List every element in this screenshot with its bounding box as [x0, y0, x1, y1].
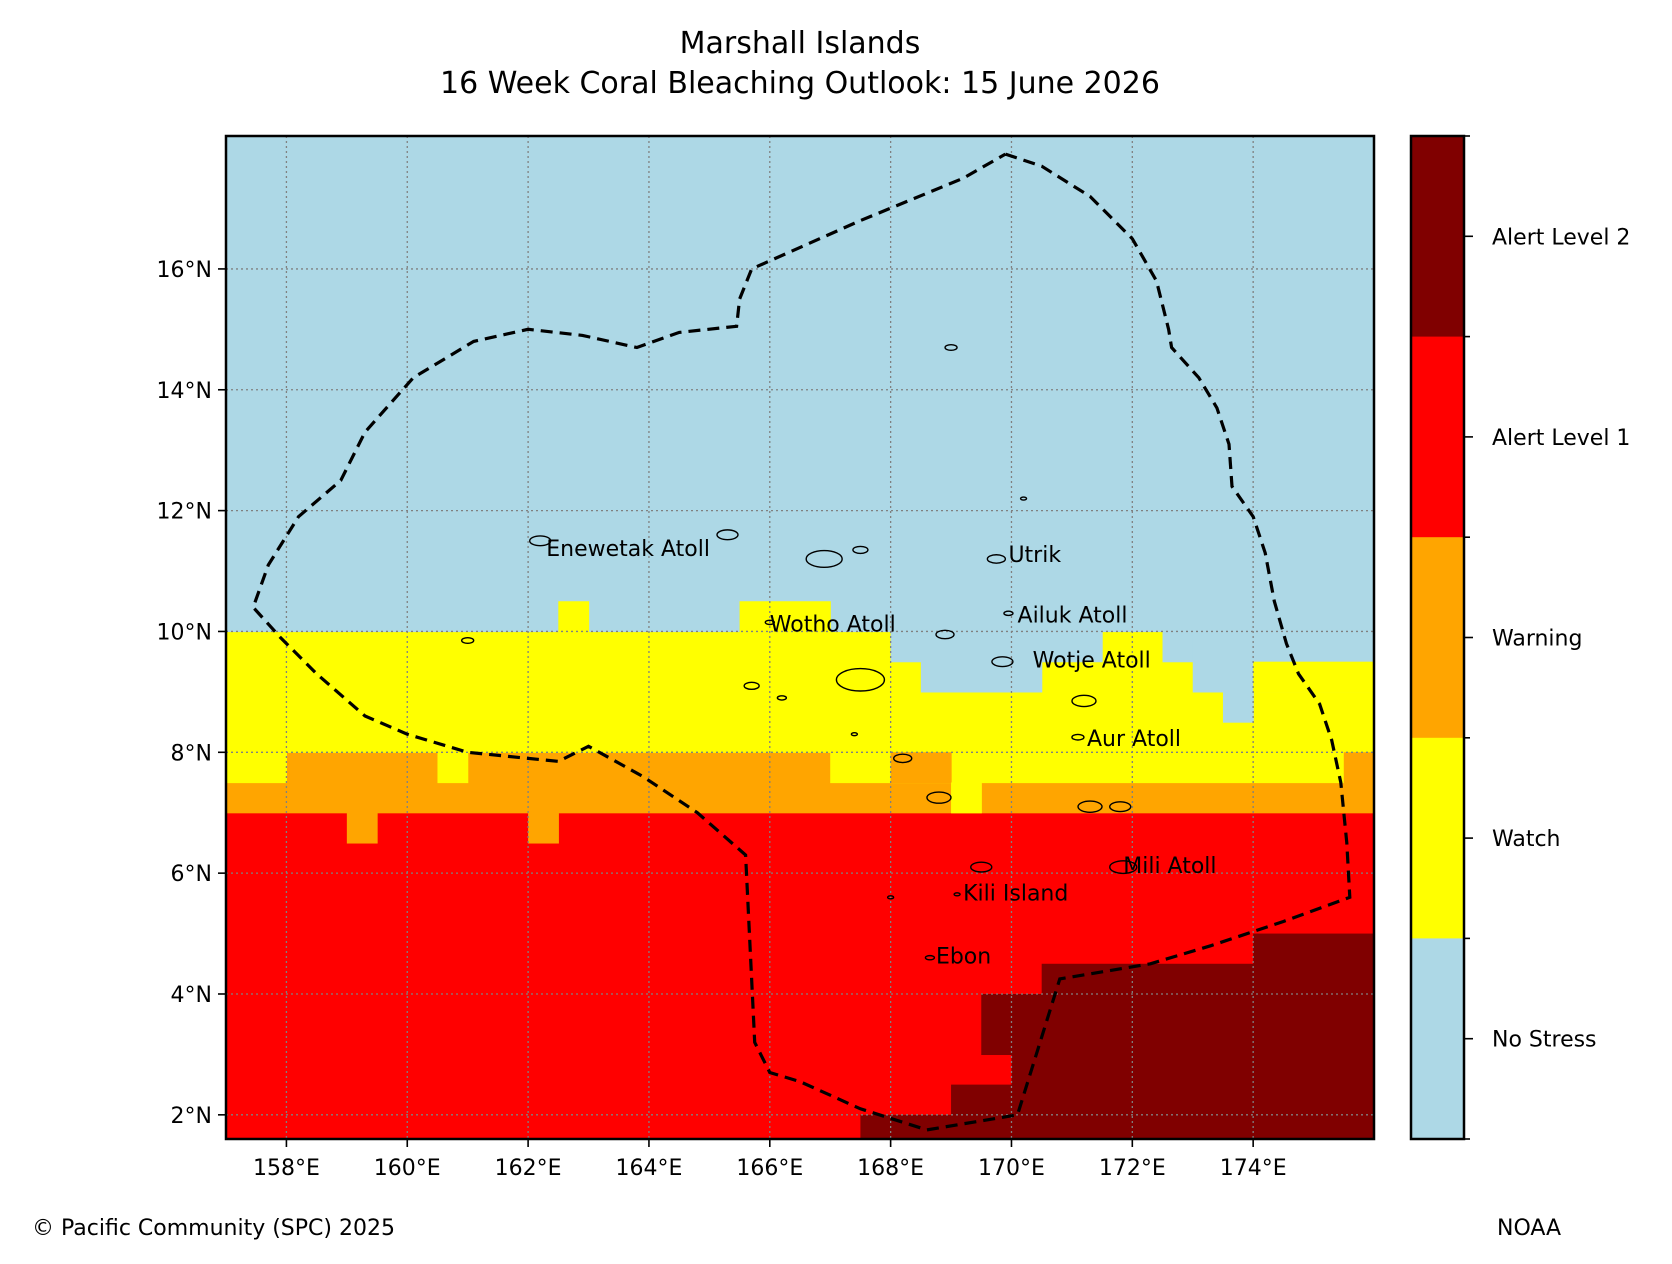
- island-outline-22: [1109, 860, 1138, 875]
- island-outline-9: [935, 629, 955, 640]
- heatmap-cell-21: [1253, 933, 1375, 1140]
- lon-tick-label-160: 160°E: [374, 1156, 441, 1181]
- colorbar-segment-0: [1411, 136, 1464, 338]
- heatmap-cell-20: [1222, 691, 1254, 723]
- map-frame: [224, 134, 1376, 1141]
- island-outline-13: [776, 695, 788, 701]
- island-outline-0: [528, 535, 552, 547]
- island-outline-5: [944, 343, 958, 351]
- lon-tick-label-172: 172°E: [1099, 1156, 1166, 1181]
- lat-tick-label-2: 2°N: [171, 1104, 212, 1129]
- heatmap-cell-5: [437, 752, 469, 784]
- colorbar-label-0: Alert Level 2: [1492, 225, 1630, 250]
- copyright-credit: © Pacific Community (SPC) 2025: [32, 1216, 395, 1241]
- heatmap-cell-17: [1162, 631, 1194, 663]
- colorbar-segment-1: [1411, 336, 1464, 538]
- heatmap-cell-8: [951, 782, 982, 814]
- axis-ticks: 158°E 160°E 162°E 164°E 166°E 168°E 170°E 172°E…: [157, 258, 1287, 1181]
- lon-tick-label-162: 162°E: [495, 1156, 562, 1181]
- lat-tick-label-8: 8°N: [171, 741, 212, 766]
- title-line-1: Marshall Islands: [679, 26, 921, 61]
- island-outline-19: [1077, 800, 1103, 813]
- colorbar-segment-2: [1411, 537, 1464, 739]
- colorbar: Alert Level 2 Alert Level 1 Warning Watch No…: [1409, 134, 1630, 1141]
- heatmap-cell-3: [226, 136, 1375, 633]
- island-outline-12: [743, 681, 760, 691]
- lon-tick-label-170: 170°E: [978, 1156, 1045, 1181]
- heatmap-cell-25: [951, 1084, 1013, 1140]
- lon-tick-label-174: 174°E: [1220, 1156, 1287, 1181]
- island-outlines: [460, 343, 1138, 961]
- island-outline-3: [852, 545, 869, 555]
- heatmap-cell-11: [528, 812, 559, 844]
- island-outline-6: [1019, 496, 1028, 501]
- heatmap-cell-22: [1041, 963, 1254, 1140]
- island-outline-1: [716, 529, 739, 541]
- lat-tick-label-10: 10°N: [157, 620, 212, 645]
- island-outline-2: [805, 549, 843, 569]
- colorbar-segment-3: [1411, 737, 1464, 939]
- heatmap-cell-19: [1253, 661, 1375, 693]
- island-outline-8: [1003, 610, 1014, 617]
- colorbar-label-3: Watch: [1492, 827, 1561, 852]
- heatmap-cell-12: [558, 601, 590, 633]
- gridlines: [226, 136, 1374, 1139]
- lon-tick-label-166: 166°E: [736, 1156, 803, 1181]
- colorbar-frame: [1409, 134, 1466, 1141]
- island-outline-17: [893, 753, 913, 764]
- island-outline-11: [460, 637, 475, 645]
- place-label-8: Ebon: [936, 945, 991, 970]
- island-outline-21: [970, 861, 993, 873]
- heatmap-cell-14: [890, 631, 922, 663]
- heatmap-cells: [226, 136, 1375, 1140]
- lon-tick-label-164: 164°E: [615, 1156, 682, 1181]
- lat-tick-label-16: 16°N: [157, 258, 212, 283]
- lat-tick-label-4: 4°N: [171, 983, 212, 1008]
- island-outline-24: [886, 895, 895, 900]
- island-outline-16: [1071, 733, 1085, 741]
- island-outline-15: [1071, 694, 1097, 708]
- eez-boundary: [251, 152, 1352, 1132]
- heatmap-cell-9: [1343, 752, 1375, 784]
- lat-tick-label-6: 6°N: [171, 862, 212, 887]
- colorbar-label-1: Alert Level 1: [1492, 426, 1630, 451]
- lon-tick-label-168: 168°E: [857, 1156, 924, 1181]
- heatmap-cell-7: [890, 752, 952, 784]
- place-labels: Enewetak Atoll Utrik Wotho Atoll Ailuk Atol…: [546, 537, 1216, 970]
- heatmap-cell-16: [1041, 631, 1103, 663]
- island-outline-18: [926, 791, 952, 804]
- heatmap-cell-13: [739, 601, 831, 633]
- place-label-7: Kili Island: [963, 881, 1068, 906]
- place-label-1: Utrik: [1008, 543, 1061, 568]
- island-outline-20: [1109, 801, 1132, 813]
- lat-tick-label-14: 14°N: [157, 379, 212, 404]
- island-outline-10: [991, 656, 1014, 668]
- heatmap-cell-23: [981, 993, 1043, 1056]
- island-outline-23: [953, 892, 961, 897]
- heatmap-cell-10: [346, 812, 378, 844]
- island-outline-4: [986, 554, 1007, 564]
- place-label-4: Wotje Atoll: [1033, 649, 1151, 674]
- lon-tick-label-158: 158°E: [253, 1156, 320, 1181]
- heatmap-cell-24: [1011, 1054, 1043, 1140]
- colorbar-label-4: No Stress: [1492, 1028, 1597, 1053]
- place-label-0: Enewetak Atoll: [546, 537, 710, 562]
- map-title: Marshall Islands 16 Week Coral Bleaching…: [0, 24, 1600, 104]
- noaa-credit: NOAA: [1497, 1216, 1562, 1241]
- lat-tick-label-12: 12°N: [157, 500, 212, 525]
- title-line-2: 16 Week Coral Bleaching Outlook: 15 June…: [440, 66, 1160, 101]
- colorbar-label-2: Warning: [1492, 627, 1582, 652]
- place-label-6: Mili Atoll: [1123, 854, 1216, 879]
- island-outline-26: [850, 731, 859, 737]
- island-outline-14: [835, 667, 886, 692]
- colorbar-segment-4: [1411, 938, 1464, 1140]
- island-outline-7: [764, 619, 775, 626]
- heatmap-cell-4: [226, 752, 288, 784]
- heatmap-cell-15: [920, 631, 1043, 693]
- place-label-5: Aur Atoll: [1087, 727, 1181, 752]
- place-label-2: Wotho Atoll: [770, 612, 896, 637]
- place-label-3: Ailuk Atoll: [1018, 603, 1128, 628]
- island-outline-25: [924, 954, 936, 961]
